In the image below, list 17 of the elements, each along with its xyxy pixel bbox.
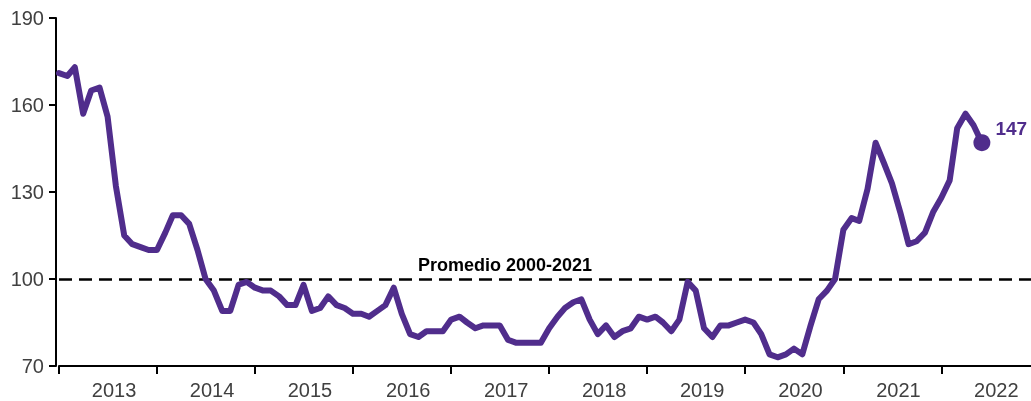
y-tick-label: 70 — [21, 355, 44, 377]
y-tick-label: 160 — [10, 94, 44, 116]
y-tick-label: 190 — [10, 7, 44, 29]
x-tick-label: 2020 — [778, 379, 823, 401]
x-tick-label: 2013 — [91, 379, 137, 401]
x-tick-label: 2014 — [189, 379, 235, 401]
x-tick-label: 2017 — [483, 379, 529, 401]
data-label: 147 — [995, 118, 1028, 140]
y-tick-label: 100 — [10, 268, 44, 290]
y-tick-label: 130 — [10, 181, 44, 203]
x-tick-label: 2015 — [287, 379, 333, 401]
x-tick-label: 2019 — [679, 379, 725, 401]
x-tick-label: 2018 — [581, 379, 627, 401]
x-tick-label: 2016 — [385, 379, 431, 401]
ref-line-label: Promedio 2000-2021 — [417, 255, 593, 275]
x-tick-label: 2022 — [974, 379, 1019, 401]
x-tick-label: 2021 — [876, 379, 921, 401]
